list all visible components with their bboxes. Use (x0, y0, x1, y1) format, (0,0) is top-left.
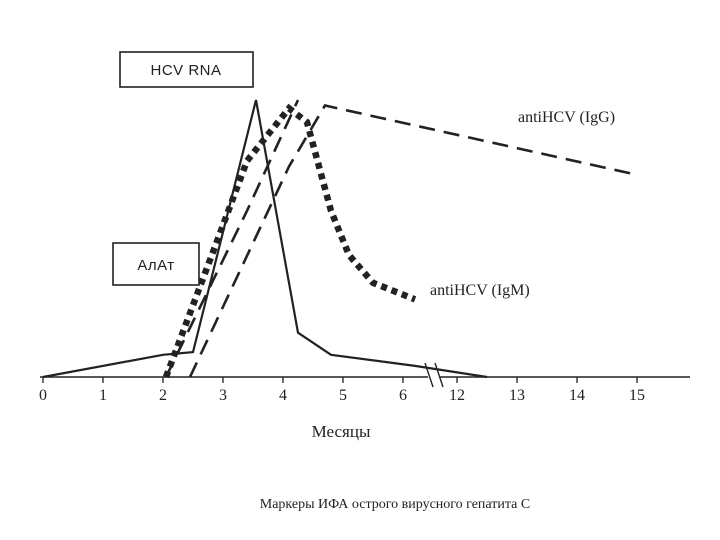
igm-label: antiHCV (IgM) (430, 282, 530, 299)
x-tick-label: 12 (449, 387, 465, 404)
alat-label: АлАт (137, 257, 174, 274)
series-line-antihcv-igg (188, 104, 638, 378)
hcv-rna-label: HCV RNA (150, 62, 221, 79)
series-line-antihcv-igm (162, 103, 417, 379)
x-axis: 0 1 2 3 4 5 6 12 13 14 15 (39, 362, 690, 404)
x-tick-label: 0 (39, 387, 47, 404)
hcv-rna-box (119, 51, 254, 88)
series-line-алат (42, 99, 488, 379)
x-tick-label: 2 (159, 387, 167, 404)
igg-label: antiHCV (IgG) (518, 109, 615, 126)
axis-break-mark (434, 362, 444, 388)
x-tick-label: 15 (629, 387, 645, 404)
figure-caption: Маркеры ИФА острого вирусного гепатита С (260, 497, 530, 512)
x-tick-label: 13 (509, 387, 525, 404)
x-tick-label: 4 (279, 387, 287, 404)
x-axis-title: Месяцы (312, 422, 371, 441)
x-tick-label: 3 (219, 387, 227, 404)
x-tick-label: 1 (99, 387, 107, 404)
x-tick-label: 14 (569, 387, 585, 404)
series-line-hcv-rna (164, 99, 300, 378)
x-tick-label: 5 (339, 387, 347, 404)
x-tick-label: 6 (399, 387, 407, 404)
alat-box (112, 242, 200, 286)
series-layer (42, 99, 638, 379)
